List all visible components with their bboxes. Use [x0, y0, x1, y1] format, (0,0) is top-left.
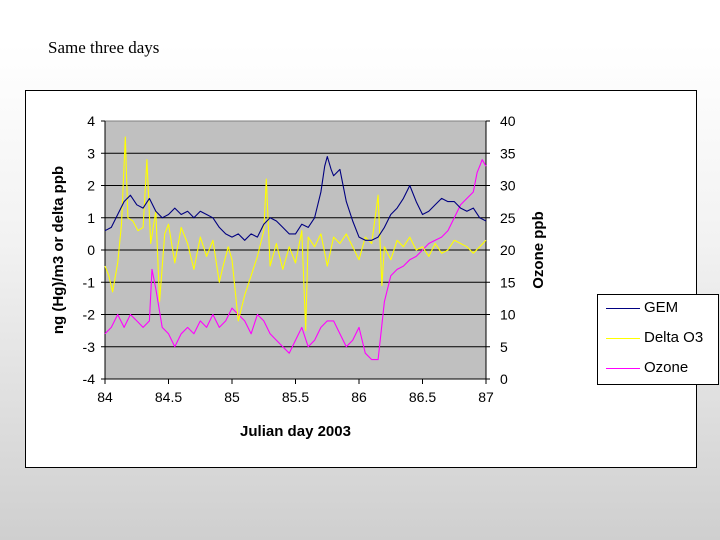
y2-tick-label: 35: [500, 145, 516, 161]
series-line-gem: [104, 155, 487, 241]
x-tick-label: 85: [224, 389, 240, 405]
y-tick-label: 1: [87, 210, 95, 226]
legend-label-delta-o3: Delta O3: [644, 329, 704, 346]
legend-item-gem: GEM: [598, 299, 718, 319]
y-tick-label: 2: [87, 178, 95, 194]
y2-tick-label: 15: [500, 274, 516, 290]
legend-swatch-gem: [606, 308, 640, 309]
legend-item-delta-o3: Delta O3: [598, 329, 718, 349]
y-tick-label: -1: [83, 274, 96, 290]
y2-tick-label: 5: [500, 339, 508, 355]
legend-swatch-ozone: [606, 368, 640, 369]
x-tick-label: 87: [478, 389, 494, 405]
legend-swatch-delta-o3: [606, 338, 640, 339]
legend-label-ozone: Ozone: [644, 359, 689, 376]
legend-label-gem: GEM: [644, 299, 679, 316]
y-axis-title: ng (Hg)/m3 or delta ppb: [50, 166, 67, 334]
legend-item-ozone: Ozone: [598, 359, 718, 379]
x-tick-label: 86: [351, 389, 367, 405]
y2-tick-label: 0: [500, 371, 508, 387]
y-tick-label: -3: [83, 339, 96, 355]
chart-frame: -4 -3 -2 -1 0 1 2 3 4 0 5 10 15 20 25 30 35 40 84 84.5 85 85.…: [25, 90, 719, 468]
series-line-delta-o3: [104, 136, 487, 332]
x-tick-label: 85.5: [282, 389, 309, 405]
y2-tick-label: 30: [500, 178, 516, 194]
x-axis-title: Julian day 2003: [240, 423, 351, 440]
y2-axis-title: Ozone ppb: [530, 211, 547, 289]
legend: GEM Delta O3 Ozone: [597, 294, 719, 385]
x-tick-label: 84.5: [155, 389, 182, 405]
series-line-ozone: [104, 159, 487, 361]
slide-title: Same three days: [48, 38, 160, 57]
x-tick-label: 84: [97, 389, 113, 405]
y2-tick-label: 20: [500, 242, 516, 258]
y2-tick-label: 25: [500, 210, 516, 226]
x-tick-label: 86.5: [409, 389, 436, 405]
y-tick-label: 4: [87, 113, 95, 129]
y2-tick-label: 40: [500, 113, 516, 129]
y2-tick-label: 10: [500, 307, 516, 323]
y-tick-label: 3: [87, 145, 95, 161]
y-tick-label: -4: [83, 371, 96, 387]
y-tick-label: 0: [87, 242, 95, 258]
y-tick-label: -2: [83, 307, 96, 323]
